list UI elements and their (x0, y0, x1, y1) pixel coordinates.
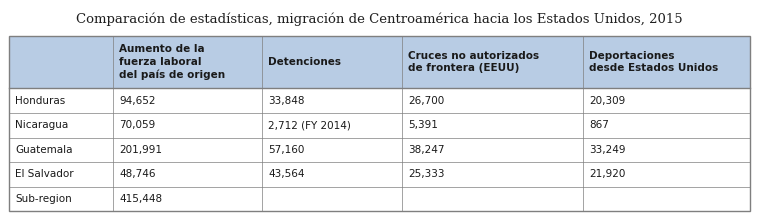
Text: 2,712 (FY 2014): 2,712 (FY 2014) (268, 120, 351, 130)
Text: 26,700: 26,700 (408, 96, 445, 106)
Text: 94,652: 94,652 (119, 96, 156, 106)
Text: Cruces no autorizados
de frontera (EEUU): Cruces no autorizados de frontera (EEUU) (408, 51, 540, 73)
Text: 33,848: 33,848 (268, 96, 304, 106)
Text: Detenciones: Detenciones (268, 57, 341, 67)
Text: 20,309: 20,309 (589, 96, 625, 106)
Text: 48,746: 48,746 (119, 169, 156, 179)
Text: 867: 867 (589, 120, 609, 130)
Text: Aumento de la
fuerza laboral
del país de origen: Aumento de la fuerza laboral del país de… (119, 45, 225, 80)
Text: 415,448: 415,448 (119, 194, 162, 204)
Text: 25,333: 25,333 (408, 169, 445, 179)
Text: El Salvador: El Salvador (15, 169, 74, 179)
Text: 5,391: 5,391 (408, 120, 438, 130)
Text: Deportaciones
desde Estados Unidos: Deportaciones desde Estados Unidos (589, 51, 718, 73)
Text: 70,059: 70,059 (119, 120, 156, 130)
Text: Nicaragua: Nicaragua (15, 120, 68, 130)
Text: 21,920: 21,920 (589, 169, 625, 179)
Text: Sub-region: Sub-region (15, 194, 72, 204)
Text: 38,247: 38,247 (408, 145, 445, 155)
Text: Honduras: Honduras (15, 96, 65, 106)
Text: 57,160: 57,160 (268, 145, 304, 155)
Text: Guatemala: Guatemala (15, 145, 73, 155)
Text: Comparación de estadísticas, migración de Centroamérica hacia los Estados Unidos: Comparación de estadísticas, migración d… (76, 12, 683, 26)
Text: 33,249: 33,249 (589, 145, 625, 155)
Text: 43,564: 43,564 (268, 169, 304, 179)
Text: 201,991: 201,991 (119, 145, 162, 155)
